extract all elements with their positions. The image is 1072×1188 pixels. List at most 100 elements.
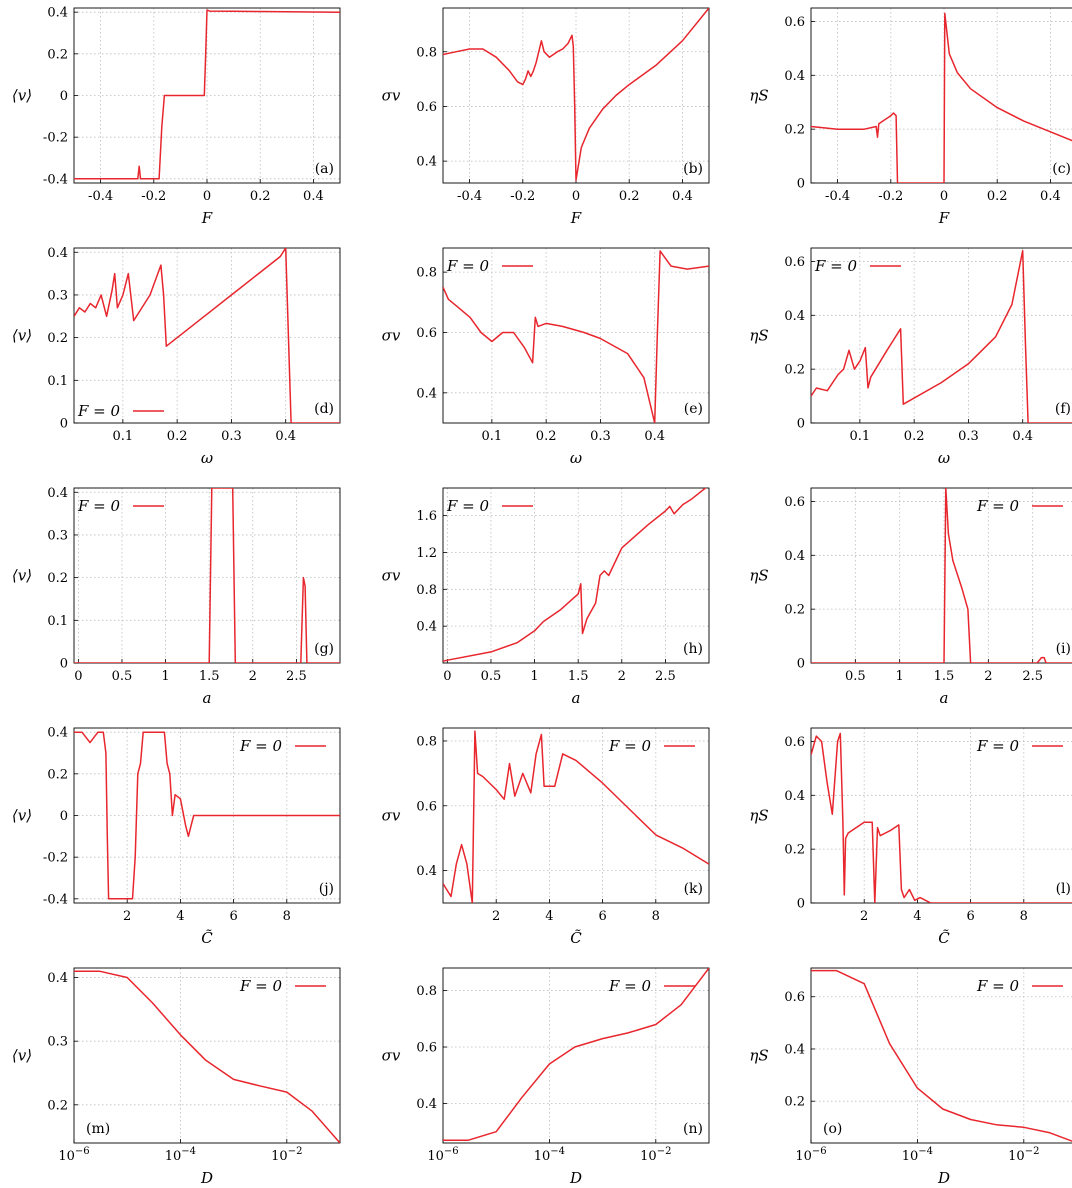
y-tick-label: 0.2 — [47, 47, 68, 62]
x-tick-label: -0.2 — [878, 189, 903, 204]
y-tick-label: 0.6 — [784, 990, 805, 1005]
x-tick-exponent: −2 — [288, 1146, 303, 1157]
y-tick-label: 0.4 — [47, 6, 68, 21]
x-tick-label: 8 — [652, 909, 660, 924]
x-tick-label: 0 — [940, 189, 948, 204]
x-tick-label: 4 — [913, 909, 921, 924]
y-tick-label: 0.4 — [784, 789, 805, 804]
y-tick-label: 0.6 — [416, 1041, 437, 1056]
x-tick-label: 0 — [572, 189, 580, 204]
x-tick-label: 0.4 — [1040, 189, 1061, 204]
x-tick-label: 0 — [203, 189, 211, 204]
x-tick-label: 2.5 — [1022, 669, 1043, 684]
legend-label: F = 0 — [239, 737, 283, 755]
panel-label: (c) — [1052, 161, 1071, 177]
x-tick-label: -0.4 — [88, 189, 113, 204]
y-tick-label: 0 — [797, 897, 805, 912]
y-tick-label: 0.4 — [784, 309, 805, 324]
x-tick-label: -0.4 — [825, 189, 850, 204]
panel-d: 0.1 0.2 0.3 0.4 0 0.1 0.2 0.3 0.4 ω ⟨v⟩ F = 0 (d) — [12, 246, 341, 467]
x-tick-label: 10−4 — [534, 1146, 565, 1164]
x-tick-exponent: −6 — [812, 1146, 827, 1157]
legend-label: F = 0 — [77, 402, 121, 420]
y-axis-label: ⟨v⟩ — [12, 807, 32, 825]
x-tick-label: 0.5 — [112, 669, 133, 684]
legend-label: F = 0 — [976, 737, 1020, 755]
x-tick-label: 0.2 — [987, 189, 1008, 204]
x-axis-label: C̃ — [938, 929, 950, 947]
x-tick-label: 0 — [74, 669, 82, 684]
x-axis-label: ω — [201, 449, 213, 467]
y-tick-label: 0.2 — [784, 843, 805, 858]
panel-n: 10−6 10−4 10−2 0.4 0.6 0.8 Dσv F = 0 (n) — [382, 967, 710, 1187]
y-tick-label: 0 — [60, 809, 68, 824]
y-tick-label: 0.8 — [416, 266, 437, 281]
y-tick-label: 0.1 — [47, 614, 68, 629]
y-axis-label: ηS — [749, 1047, 768, 1065]
y-tick-label: 0 — [797, 657, 805, 672]
x-axis-label: C̃ — [570, 929, 582, 947]
x-tick-label: 1 — [530, 669, 538, 684]
panel-label: (j) — [319, 881, 334, 897]
data-series-line — [74, 731, 340, 900]
y-tick-label: 0.1 — [47, 374, 68, 389]
x-tick-label: 8 — [283, 909, 291, 924]
legend-label: F = 0 — [976, 977, 1020, 995]
x-axis-label: D — [200, 1169, 213, 1187]
plot-frame — [442, 247, 710, 424]
legend-label: F = 0 — [608, 737, 652, 755]
y-tick-label: 0.2 — [784, 1095, 805, 1110]
y-tick-label: 0.3 — [47, 1035, 68, 1050]
y-tick-label: 0.6 — [416, 799, 437, 814]
x-tick-label: 0.2 — [536, 429, 557, 444]
x-axis-label: F — [201, 209, 213, 227]
x-tick-label: 0 — [443, 669, 451, 684]
x-tick-label: 1.5 — [568, 669, 589, 684]
y-tick-label: 0.6 — [416, 326, 437, 341]
y-tick-label: 0.4 — [416, 155, 437, 170]
data-series-line — [811, 969, 1072, 1142]
y-tick-label: -0.4 — [43, 892, 68, 907]
x-tick-label: 4 — [176, 909, 184, 924]
y-tick-label: -0.2 — [43, 131, 68, 146]
data-series-line — [443, 8, 709, 182]
y-axis-label: ηS — [749, 807, 768, 825]
x-axis-label: a — [203, 689, 212, 707]
x-tick-label: 8 — [1020, 909, 1028, 924]
x-axis-label: D — [937, 1169, 950, 1187]
panel-b: -0.4 -0.2 0 0.2 0.4 0.4 0.6 0.8 Fσv (b) — [382, 7, 710, 227]
x-tick-label: 0.2 — [250, 189, 271, 204]
x-tick-label: 10−6 — [58, 1146, 89, 1164]
x-tick-label: 1.5 — [199, 669, 220, 684]
x-tick-label: 0.4 — [303, 189, 324, 204]
x-tick-label: 10−2 — [640, 1146, 671, 1164]
y-tick-label: 0.4 — [416, 1097, 437, 1112]
panel-label: (k) — [684, 881, 703, 897]
data-series-line — [443, 730, 709, 903]
x-tick-exponent: −2 — [657, 1146, 672, 1157]
plot-frame — [73, 967, 341, 1144]
y-tick-label: 0.2 — [47, 331, 68, 346]
data-series-line — [811, 12, 1072, 183]
x-tick-label: 4 — [545, 909, 553, 924]
legend-label: F = 0 — [608, 977, 652, 995]
y-tick-label: 0.2 — [47, 571, 68, 586]
panel-j: 2 4 6 8 -0.4 -0.2 0 0.2 0.4 C̃ ⟨v⟩ F = 0 (j) — [12, 726, 341, 947]
y-tick-label: 0.8 — [416, 45, 437, 60]
x-tick-label: 0.5 — [845, 669, 866, 684]
x-tick-label: 0.4 — [275, 429, 296, 444]
data-series-line — [74, 970, 340, 1143]
x-tick-label: 2 — [618, 669, 626, 684]
panel-label: (i) — [1056, 641, 1071, 657]
x-tick-label: 10−4 — [902, 1146, 933, 1164]
x-tick-exponent: −4 — [181, 1146, 196, 1157]
y-tick-label: 0.6 — [784, 495, 805, 510]
x-tick-label: -0.4 — [457, 189, 482, 204]
y-tick-label: 1.6 — [416, 509, 437, 524]
plot-frame — [442, 967, 710, 1144]
y-tick-label: -0.4 — [43, 172, 68, 187]
x-tick-label: 2.5 — [655, 669, 676, 684]
x-tick-label: 0.1 — [113, 429, 134, 444]
x-tick-label: 10−6 — [795, 1146, 826, 1164]
